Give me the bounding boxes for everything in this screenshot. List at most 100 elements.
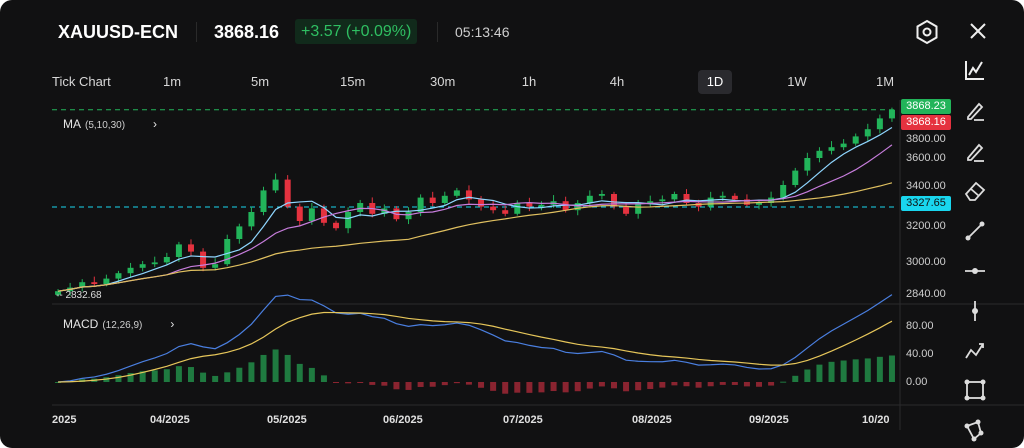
timeframe-1w[interactable]: 1W bbox=[787, 74, 807, 89]
macd-histogram-bar bbox=[139, 371, 146, 382]
signal-line bbox=[58, 311, 893, 383]
timeframe-1d[interactable]: 1D bbox=[698, 70, 732, 94]
macd-histogram-bar bbox=[441, 382, 448, 386]
vertical-line-icon[interactable] bbox=[962, 298, 988, 324]
horizontal-line-icon[interactable] bbox=[962, 258, 988, 284]
macd-histogram-bar bbox=[224, 372, 231, 382]
timeframe-4h[interactable]: 4h bbox=[609, 74, 625, 89]
bullish-candle bbox=[647, 201, 654, 203]
close-icon[interactable] bbox=[966, 19, 990, 48]
bullish-candle bbox=[514, 203, 521, 214]
bullish-candle bbox=[804, 158, 811, 171]
timeframe-5m[interactable]: 5m bbox=[250, 74, 270, 89]
macd-histogram-bar bbox=[345, 382, 352, 384]
bearish-candle bbox=[200, 251, 207, 268]
bullish-candle bbox=[357, 203, 364, 212]
chevron-right-icon[interactable]: › bbox=[153, 117, 158, 131]
timeframe-tick-chart[interactable]: Tick Chart bbox=[52, 74, 111, 89]
bullish-candle bbox=[876, 118, 883, 130]
macd-histogram-bar bbox=[526, 382, 533, 393]
macd-histogram-bar bbox=[756, 382, 763, 387]
bullish-candle bbox=[441, 195, 448, 203]
macd-histogram-bar bbox=[852, 359, 859, 382]
bearish-candle bbox=[320, 208, 327, 223]
chevron-right-icon[interactable]: › bbox=[170, 317, 175, 331]
macd-histogram-bar bbox=[212, 375, 219, 382]
bullish-candle bbox=[852, 136, 859, 144]
bullish-candle bbox=[163, 257, 170, 263]
macd-histogram-bar bbox=[816, 364, 823, 382]
price-axis-label: 3200.00 bbox=[906, 220, 946, 232]
ma30-line bbox=[57, 182, 893, 292]
hexagon-settings-icon[interactable] bbox=[914, 19, 940, 50]
macd-histogram-bar bbox=[731, 382, 738, 385]
bullish-candle bbox=[308, 208, 315, 221]
polygon-icon[interactable] bbox=[962, 417, 988, 443]
divider bbox=[196, 22, 197, 42]
bullish-candle bbox=[453, 190, 460, 196]
bullish-candle bbox=[756, 203, 763, 205]
macd-histogram-bar bbox=[284, 354, 291, 382]
macd-histogram-bar bbox=[743, 382, 750, 387]
macd-histogram-bar bbox=[707, 382, 714, 387]
bullish-candle bbox=[888, 109, 895, 119]
macd-histogram-bar bbox=[417, 382, 424, 387]
macd-histogram-bar bbox=[260, 354, 267, 382]
ma-indicator-label[interactable]: MA (5,10,30) › bbox=[63, 117, 157, 131]
bullish-candle bbox=[635, 203, 642, 214]
macd-histogram-bar bbox=[876, 356, 883, 382]
bullish-candle bbox=[236, 226, 243, 239]
macd-histogram-bar bbox=[296, 363, 303, 382]
macd-histogram-bar bbox=[490, 382, 497, 391]
bullish-candle bbox=[151, 262, 158, 265]
macd-histogram-bar bbox=[610, 382, 617, 389]
macd-histogram-bar bbox=[429, 382, 436, 387]
timeframe-30m[interactable]: 30m bbox=[430, 74, 456, 89]
brush-icon[interactable] bbox=[962, 139, 988, 165]
macd-histogram-bar bbox=[659, 382, 666, 388]
eraser-icon[interactable] bbox=[962, 178, 988, 204]
bullish-candle bbox=[212, 264, 219, 268]
date-axis-label: 09/2025 bbox=[749, 414, 789, 426]
macd-indicator-label[interactable]: MACD (12,26,9) › bbox=[63, 317, 174, 331]
timeframe-1m[interactable]: 1m bbox=[162, 74, 182, 89]
bullish-candle bbox=[345, 212, 352, 229]
trend-line-icon[interactable] bbox=[962, 218, 988, 244]
date-axis-label: 07/2025 bbox=[503, 414, 543, 426]
macd-histogram-bar bbox=[127, 372, 134, 382]
polyline-icon[interactable] bbox=[962, 338, 988, 364]
macd-histogram-bar bbox=[828, 361, 835, 382]
macd-histogram-bar bbox=[272, 349, 279, 382]
line-chart-icon[interactable] bbox=[962, 57, 988, 83]
bullish-candle bbox=[224, 239, 231, 265]
bullish-candle bbox=[538, 204, 545, 207]
bullish-candle bbox=[272, 179, 279, 191]
timeframe-15m[interactable]: 15m bbox=[340, 74, 366, 89]
timeframe-1m[interactable]: 1M bbox=[875, 74, 895, 89]
macd-histogram-bar bbox=[719, 382, 726, 385]
bullish-candle bbox=[79, 282, 86, 288]
bullish-candle bbox=[780, 185, 787, 198]
bullish-candle bbox=[381, 208, 388, 214]
bullish-candle bbox=[417, 197, 424, 212]
macd-histogram-bar bbox=[393, 382, 400, 390]
bearish-candle bbox=[296, 206, 303, 221]
ask-price-tag: 3868.23 bbox=[901, 99, 951, 114]
pencil-icon[interactable] bbox=[962, 98, 988, 124]
bearish-candle bbox=[429, 197, 436, 203]
bearish-candle bbox=[333, 222, 340, 229]
macd-histogram-bar bbox=[333, 382, 340, 383]
timeframe-1h[interactable]: 1h bbox=[521, 74, 537, 89]
bullish-candle bbox=[55, 291, 62, 295]
bullish-candle bbox=[175, 244, 182, 257]
date-axis-label: 2025 bbox=[52, 414, 77, 426]
rectangle-icon[interactable] bbox=[962, 377, 988, 403]
bullish-candle bbox=[598, 194, 605, 196]
macd-histogram-bar bbox=[248, 362, 255, 382]
bearish-candle bbox=[91, 282, 98, 284]
price-change-badge: +3.57 (+0.09%) bbox=[295, 19, 418, 44]
ma-params: (5,10,30) bbox=[85, 120, 126, 131]
bearish-candle bbox=[731, 195, 738, 200]
